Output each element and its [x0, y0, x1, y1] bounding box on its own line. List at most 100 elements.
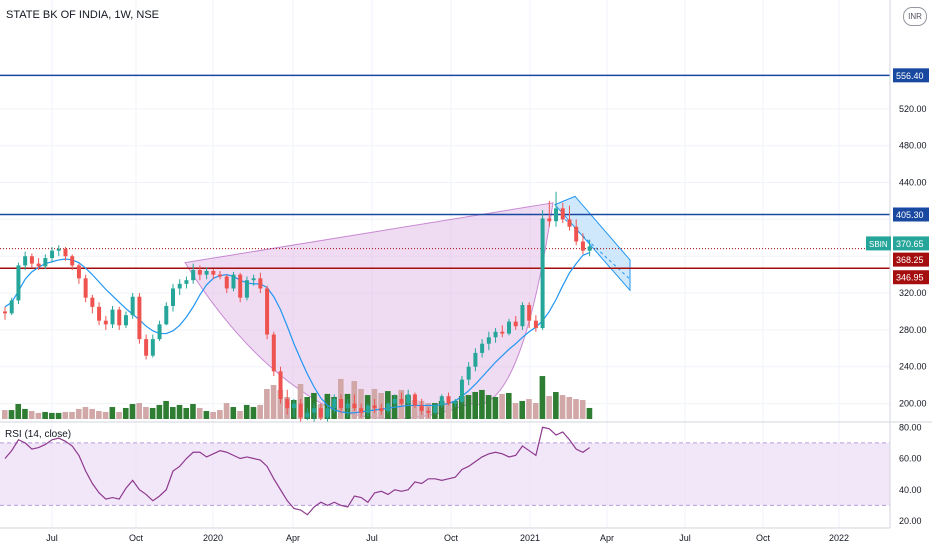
volume-bar — [35, 412, 42, 419]
volume-bar — [465, 395, 472, 419]
currency-badge[interactable]: INR — [903, 7, 927, 26]
time-tick-label: 2022 — [829, 533, 849, 543]
volume-bar — [479, 389, 485, 419]
candle-body — [325, 408, 330, 418]
volume-bar — [170, 407, 176, 419]
price-tick-label: 440.00 — [899, 178, 927, 188]
candle-body — [433, 405, 438, 413]
price-label-box — [893, 270, 929, 285]
candle-body — [184, 280, 189, 284]
candle-body — [312, 408, 317, 413]
volume-bar — [230, 407, 237, 419]
volume-bar — [183, 407, 190, 419]
candle-body — [258, 278, 263, 289]
candle-body — [123, 315, 128, 326]
symbol-tag-text: SBIN — [869, 240, 888, 249]
volume-bar — [539, 376, 546, 419]
ma-line — [4, 251, 590, 414]
candle-body — [406, 394, 411, 404]
volume-bar — [96, 411, 102, 419]
candle-body — [285, 398, 290, 409]
candle-body — [439, 396, 444, 406]
volume-bar — [2, 410, 8, 419]
candle-body — [137, 296, 142, 340]
time-tick-label: Apr — [600, 533, 614, 543]
volume-bar — [217, 410, 223, 419]
price-label-box — [893, 236, 929, 251]
candle-body — [76, 265, 81, 279]
volume-bar — [116, 411, 122, 419]
rsi-tick-label: 60.00 — [899, 454, 922, 464]
candle-body — [157, 324, 162, 340]
rsi-title: RSI (14, close) — [5, 429, 72, 440]
candle-body — [540, 218, 545, 329]
candle-body — [305, 412, 310, 418]
volume-bar — [109, 407, 116, 419]
price-tick-label: 520.00 — [899, 104, 927, 114]
price-label-box — [893, 207, 929, 222]
volume-bar — [506, 392, 512, 419]
candle-body — [527, 305, 532, 321]
candle-body — [386, 403, 391, 411]
volume-bar — [102, 411, 109, 419]
time-tick-label: Oct — [756, 533, 771, 543]
candle-body — [473, 352, 478, 367]
candle-body — [560, 208, 565, 220]
candle-body — [9, 300, 14, 314]
candle-body — [90, 297, 95, 307]
volume-bar — [586, 407, 593, 419]
candle-body — [446, 396, 451, 404]
volume-bar — [62, 411, 69, 419]
time-tick-label: Jul — [679, 533, 691, 543]
volume-bar — [485, 395, 492, 419]
volume-bar — [237, 411, 243, 419]
candle-body — [63, 248, 68, 257]
volume-bar — [566, 396, 573, 419]
time-tick-label: Jul — [46, 533, 58, 543]
price-label-box — [893, 252, 929, 267]
rsi-tick-label: 20.00 — [899, 516, 922, 526]
candle-body — [365, 405, 370, 413]
candle-body — [459, 379, 464, 402]
candle-body — [231, 274, 236, 289]
symbol-tag-box — [866, 236, 891, 251]
candle-body — [412, 394, 417, 406]
volume-bar — [519, 400, 526, 419]
price-tick-label: 320.00 — [899, 288, 927, 298]
candle-body — [177, 283, 182, 289]
price-tick-label: 280.00 — [899, 325, 927, 335]
candle-body — [56, 248, 61, 251]
candle-body — [298, 403, 303, 418]
candle-body — [486, 337, 491, 344]
volume-bar — [499, 393, 505, 419]
candle-body — [197, 270, 202, 275]
volume-bar — [143, 407, 149, 419]
candle-body — [130, 296, 135, 316]
candle-body — [291, 403, 296, 409]
volume-bar — [223, 403, 230, 419]
candle-body — [83, 278, 88, 298]
candle-body — [97, 306, 102, 321]
price-tick-label: 200.00 — [899, 399, 927, 409]
volume-bar — [512, 403, 519, 419]
volume-bar — [445, 403, 452, 419]
time-tick-label: Oct — [444, 533, 459, 543]
candle-body — [567, 219, 572, 227]
price-labels: 556.40 405.30 370.65 SBIN 368.25 346.95 — [866, 68, 929, 285]
candle-body — [352, 403, 357, 409]
candle-body — [204, 270, 209, 275]
candle-body — [110, 309, 115, 325]
volume-bar — [438, 400, 445, 419]
candle-body — [251, 278, 256, 281]
volume-bar — [176, 404, 183, 419]
candle-body — [244, 280, 249, 298]
candle-body — [23, 256, 28, 266]
candle-body — [513, 321, 518, 327]
candle-body — [507, 321, 511, 334]
candle-body — [580, 241, 585, 251]
volume-bar — [405, 395, 411, 419]
volume-bar — [49, 412, 55, 419]
candle-body — [218, 274, 223, 277]
